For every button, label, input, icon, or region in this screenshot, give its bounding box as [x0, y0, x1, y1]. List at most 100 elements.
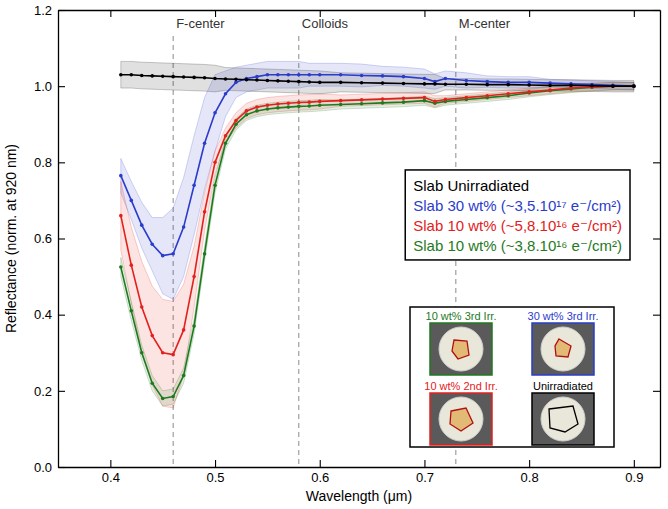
series-point — [569, 87, 573, 91]
series-point — [182, 374, 186, 378]
series-point — [339, 99, 343, 103]
y-axis-title: Reflectance (norm. at 920 nm) — [3, 144, 19, 333]
tick-mark — [320, 460, 321, 467]
irradiated-zone — [450, 408, 473, 431]
tick: 0.7 — [416, 460, 434, 485]
series-point — [360, 81, 364, 85]
photo-label: 10 wt% 2nd Irr. — [424, 380, 497, 392]
tick-label: 0.6 — [311, 470, 329, 485]
series-point — [339, 73, 343, 77]
tick-label: 0.8 — [34, 155, 52, 170]
legend: Slab UnirradiatedSlab 30 wt% (~3,5.10¹⁷ … — [405, 170, 630, 260]
series-point — [150, 242, 154, 246]
series-point — [245, 78, 249, 82]
series-point — [632, 84, 636, 88]
tick-mark — [529, 10, 530, 17]
series-point — [224, 92, 228, 96]
series-point — [485, 83, 489, 87]
series-point — [548, 84, 552, 88]
tick — [653, 239, 660, 240]
series-point — [213, 77, 217, 81]
series-point — [276, 73, 280, 77]
axis-line — [660, 11, 661, 468]
series-point — [506, 83, 510, 87]
series-point — [569, 84, 573, 88]
series-point — [203, 252, 207, 256]
series-point — [444, 77, 448, 81]
tick: 0.4 — [102, 460, 120, 485]
irradiated-zone — [555, 339, 571, 357]
tick-mark — [653, 315, 660, 316]
annotation-label: M-center — [459, 16, 511, 31]
series-point — [161, 74, 165, 78]
tick — [634, 10, 635, 17]
tick-mark — [58, 391, 65, 392]
annotation-label: Colloids — [302, 16, 349, 31]
series-point — [381, 97, 385, 101]
series-point — [129, 73, 133, 77]
tick-mark — [58, 315, 65, 316]
series-point — [224, 141, 228, 145]
tick-label: 0.9 — [625, 470, 643, 485]
series-point — [423, 96, 427, 100]
series-point — [203, 141, 207, 145]
plot-area — [119, 36, 636, 467]
tick-label: 0.7 — [416, 470, 434, 485]
series-point — [433, 100, 437, 104]
photo-label: 10 wt% 3rd Irr. — [426, 310, 497, 322]
tick — [653, 162, 660, 163]
tick-mark — [634, 10, 635, 17]
axis-line — [59, 10, 661, 11]
error-band — [121, 82, 634, 406]
axis: 0.00.20.40.60.81.01.2 — [34, 3, 65, 475]
error-band — [121, 82, 634, 408]
series-point — [590, 84, 594, 88]
tick-label: 0.8 — [521, 470, 539, 485]
series-point — [150, 334, 154, 338]
tick-mark — [653, 86, 660, 87]
tick-mark — [653, 391, 660, 392]
series-point — [632, 84, 636, 88]
series-point — [129, 263, 133, 267]
series-point — [203, 210, 207, 214]
tick-label: 0.4 — [34, 307, 52, 322]
series-point — [465, 79, 469, 83]
series-point — [224, 77, 228, 81]
series-point — [632, 84, 636, 88]
tick — [529, 10, 530, 17]
tick — [653, 467, 660, 468]
tick: 0.2 — [34, 383, 65, 398]
series-point — [611, 84, 615, 88]
tick-mark — [653, 10, 660, 11]
tick-mark — [529, 460, 530, 467]
series-point — [192, 275, 196, 279]
series-point — [297, 105, 301, 109]
series-point — [119, 265, 123, 269]
series-point — [307, 100, 311, 104]
axis: 0.4 0.5 0.6 0.7 0.8 0.9 — [59, 460, 661, 485]
tick: 0.4 — [34, 307, 65, 322]
series-point — [611, 84, 615, 88]
series-point — [213, 111, 217, 115]
series-point — [192, 324, 196, 328]
series-point — [161, 397, 165, 401]
tick-mark — [58, 238, 65, 239]
tick-mark — [424, 10, 425, 17]
tick: 0.6 — [34, 231, 65, 246]
series-line — [121, 75, 634, 256]
series-point — [611, 84, 615, 88]
series-line — [121, 86, 634, 354]
tick-label: 1.0 — [34, 79, 52, 94]
series-point — [276, 79, 280, 83]
series-point — [266, 73, 270, 77]
tick-label: 0.5 — [207, 470, 225, 485]
tick — [653, 10, 660, 11]
legend-entry: Slab Unirradiated — [413, 177, 529, 194]
series-line — [121, 75, 634, 86]
series-point — [224, 134, 228, 138]
tick: 1.2 — [34, 3, 65, 18]
series-point — [307, 80, 311, 84]
series-point — [433, 82, 437, 86]
series-point — [287, 73, 291, 77]
series-point — [119, 73, 123, 77]
